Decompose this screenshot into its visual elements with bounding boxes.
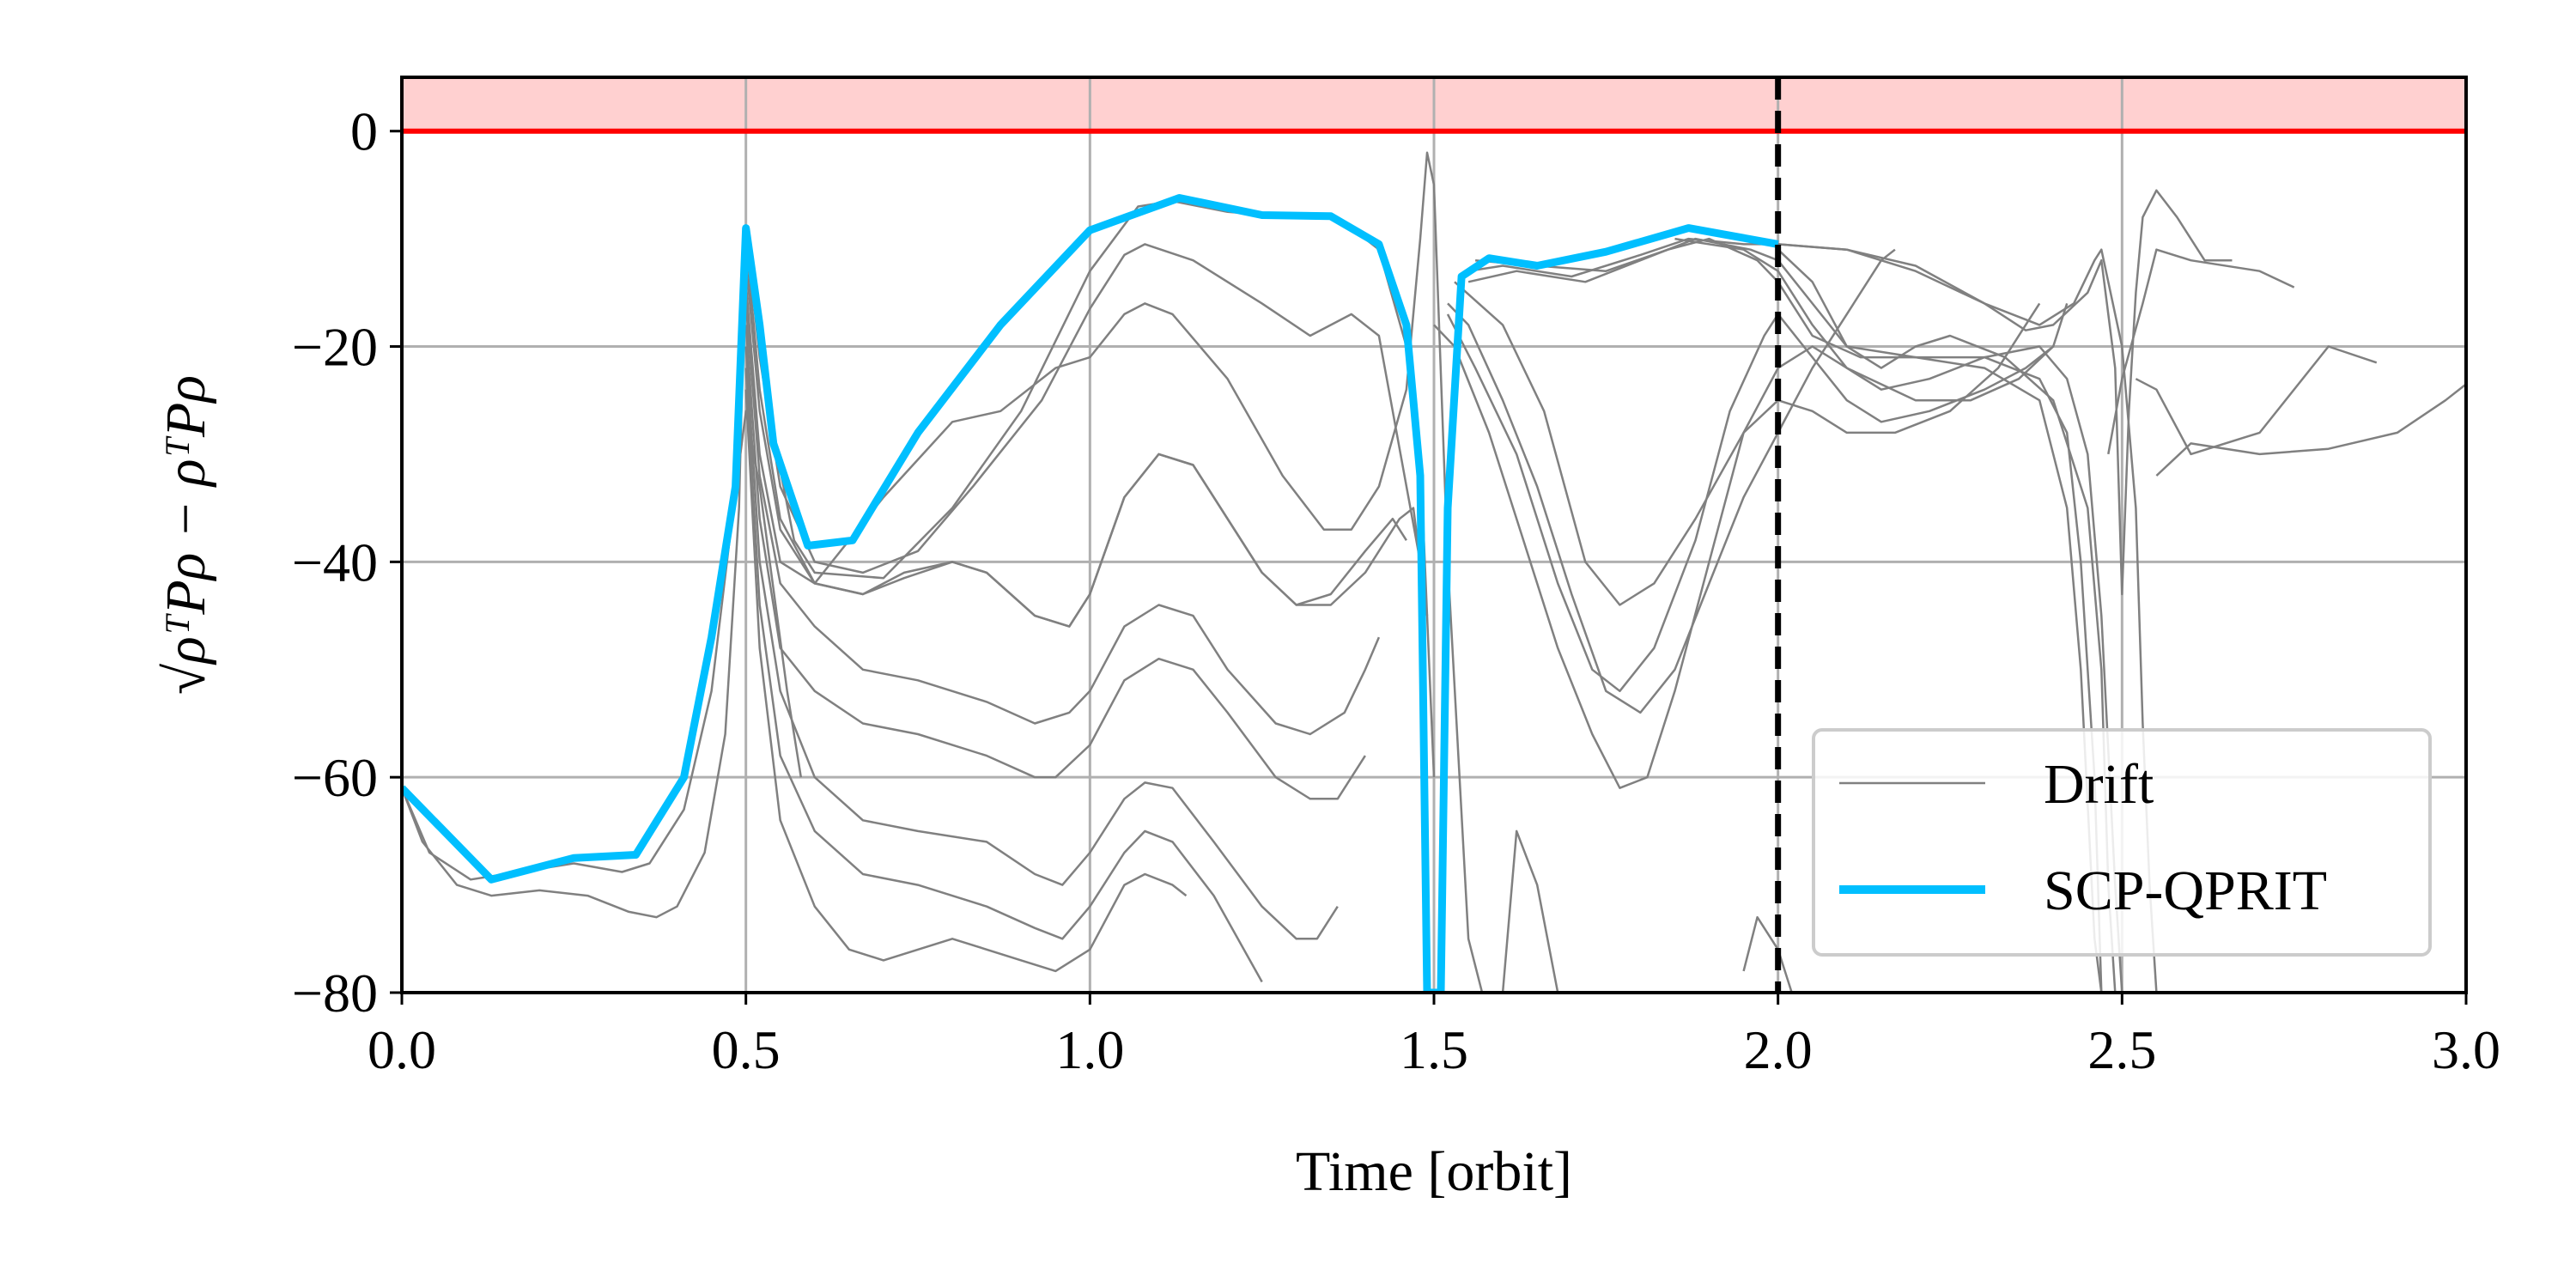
drift-trajectory-19 [1777,248,2117,993]
drift-trajectory-22 [2135,345,2378,456]
drift-trajectories [402,151,2466,993]
drift-trajectory-7 [744,346,1339,940]
x-tick-label-1: 0.5 [712,1019,781,1080]
x-tick-label-2: 1.0 [1055,1019,1124,1080]
drift-trajectory-17 [1474,237,2103,993]
x-axis-label: Time [orbit] [1296,1140,1572,1203]
legend-box [1812,728,2432,957]
drift-trajectory-10 [402,410,803,881]
legend: Drift SCP-QPRIT [1812,728,2432,957]
y-tick-label-0: 0 [350,101,378,162]
y-axis-label: √ρᵀPρ − ρᵀPρ [155,375,217,695]
legend-drift-label: Drift [2044,753,2154,816]
drift-trajectory-20 [1777,189,2233,596]
drift-trajectory-24 [1742,915,1793,993]
x-tick-label-4: 2.0 [1744,1019,1813,1080]
drift-trajectory-13 [1433,303,2069,789]
drift-trajectory-6 [744,325,1366,800]
drift-trajectory-16 [1467,237,2103,993]
y-tick-label-1: −20 [292,317,378,378]
drift-trajectory-8 [744,368,1263,983]
drift-trajectory-5 [744,303,1381,736]
x-tick-label-3: 1.5 [1400,1019,1468,1080]
scp-qprit-line [402,194,1779,993]
axis-ticks: 0.0 0.5 1.0 1.5 2.0 2.5 3.0 0 −20 −40 −60 −80 [292,101,2500,1080]
x-tick-label-5: 2.5 [2087,1019,2156,1080]
y-tick-label-4: −80 [292,963,378,1024]
drift-trajectory-18 [1674,237,2123,993]
legend-scp-label: SCP-QPRIT [2044,860,2327,922]
drift-trajectory-0 [402,227,1422,919]
drift-trajectory-3 [744,238,1407,628]
drift-trajectory-21 [2107,248,2295,455]
drift-trajectory-25 [1501,829,1559,993]
drift-trajectory-12 [1454,281,2041,606]
y-tick-label-3: −60 [292,747,378,808]
drift-trajectory-23 [2155,383,2466,477]
drift-trajectory-9 [744,389,1188,973]
x-tick-label-6: 3.0 [2432,1019,2500,1080]
drift-trajectory-14 [1446,313,2054,693]
x-tick-label-0: 0.0 [368,1019,436,1080]
y-tick-label-2: −40 [292,532,378,592]
